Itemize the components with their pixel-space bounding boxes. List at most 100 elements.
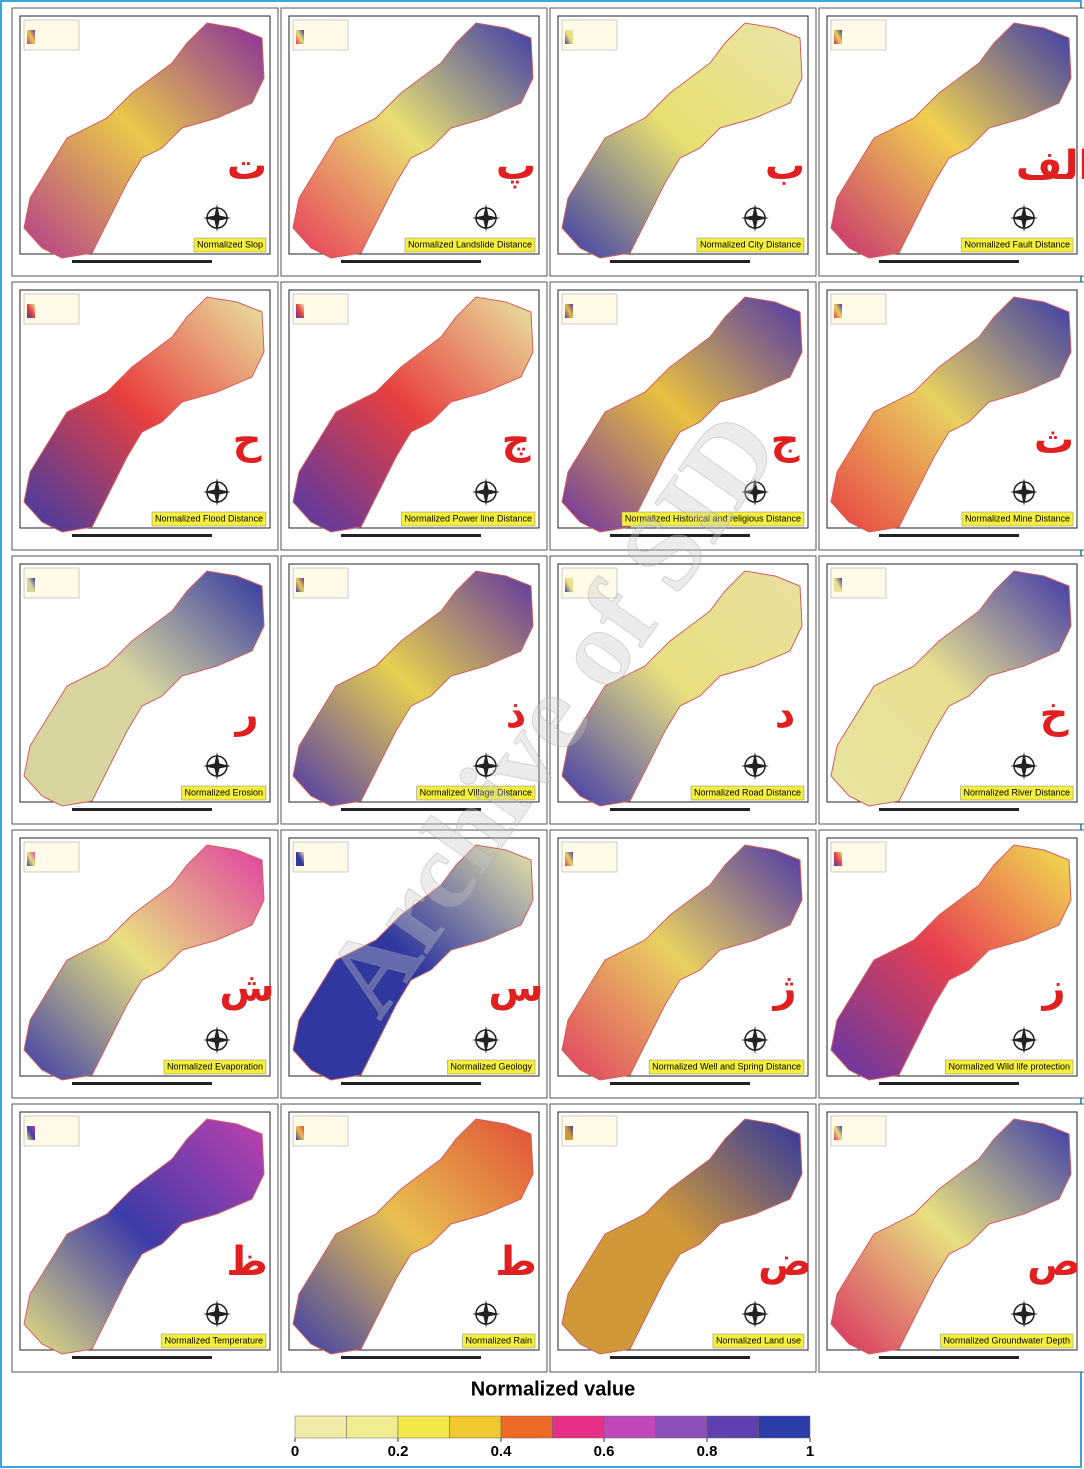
colorbar-cell bbox=[398, 1416, 450, 1438]
panel-caption: Normalized Slop bbox=[197, 239, 263, 249]
legend-ramp bbox=[27, 852, 35, 866]
page: ت Normalized Slop پ Normalized Landslide Di… bbox=[0, 0, 1084, 1469]
legend-ramp bbox=[296, 30, 304, 44]
legend-ramp bbox=[296, 1126, 304, 1140]
panel-letter: ض bbox=[758, 1239, 812, 1285]
panel-letter: ص bbox=[1027, 1239, 1081, 1285]
panel-caption: Normalized River Distance bbox=[963, 787, 1070, 797]
scale-bar bbox=[610, 260, 750, 263]
map-panel: الف Normalized Fault Distance bbox=[819, 8, 1084, 276]
panel-letter: ث bbox=[1034, 417, 1074, 463]
legend-ramp bbox=[27, 578, 35, 592]
panel-letter: پ bbox=[496, 143, 536, 189]
scale-bar bbox=[341, 1082, 481, 1085]
colorbar-tick-label: 1 bbox=[806, 1443, 814, 1460]
scale-bar bbox=[72, 260, 212, 263]
colorbar-cell bbox=[501, 1416, 553, 1438]
scale-bar bbox=[341, 534, 481, 537]
panel-caption: Normalized Land use bbox=[716, 1335, 801, 1345]
scale-bar bbox=[879, 808, 1019, 811]
panel-caption: Normalized Geology bbox=[450, 1061, 532, 1071]
panel-letter: ط bbox=[495, 1239, 537, 1285]
panel-caption: Normalized Mine Distance bbox=[965, 513, 1070, 523]
legend-ramp bbox=[27, 304, 35, 318]
legend-ramp bbox=[565, 304, 573, 318]
map-panel: ت Normalized Slop bbox=[12, 8, 278, 276]
figure: ت Normalized Slop پ Normalized Landslide Di… bbox=[0, 0, 1084, 1469]
colorbar-tick-label: 0.4 bbox=[491, 1443, 513, 1460]
panel-letter: ز bbox=[1040, 965, 1065, 1011]
legend-ramp bbox=[834, 852, 842, 866]
panel-letter: س bbox=[488, 965, 543, 1011]
scale-bar bbox=[610, 1356, 750, 1359]
legend-ramp bbox=[834, 304, 842, 318]
legend-ramp bbox=[27, 1126, 35, 1140]
legend-ramp bbox=[296, 578, 304, 592]
legend-ramp bbox=[296, 852, 304, 866]
colorbar-cell bbox=[759, 1416, 811, 1438]
panel-caption: Normalized Flood Distance bbox=[155, 513, 263, 523]
colorbar-tick-label: 0.2 bbox=[388, 1443, 409, 1460]
legend-ramp bbox=[565, 852, 573, 866]
legend-ramp bbox=[834, 1126, 842, 1140]
map-panel: پ Normalized Landslide Distance bbox=[281, 8, 547, 276]
colorbar-tick-label: 0.6 bbox=[594, 1443, 615, 1460]
panel-letter: ت bbox=[227, 143, 267, 189]
panel-caption: Normalized Power line Distance bbox=[404, 513, 532, 523]
map-panel: ظ Normalized Temperature bbox=[12, 1104, 278, 1372]
map-panel: شNormalized Evaporation bbox=[12, 830, 278, 1098]
scale-bar bbox=[610, 808, 750, 811]
map-panel: ز Normalized Wild life protection bbox=[819, 830, 1084, 1098]
map-panel: ح Normalized Flood Distance bbox=[12, 282, 278, 550]
panel-letter: ح bbox=[233, 417, 262, 463]
colorbar-cell bbox=[295, 1416, 347, 1438]
panel-letter: ظ bbox=[226, 1239, 268, 1285]
legend-ramp bbox=[834, 578, 842, 592]
panel-caption: Normalized Well and Spring Distance bbox=[652, 1061, 801, 1071]
scale-bar bbox=[72, 808, 212, 811]
scale-bar bbox=[879, 1082, 1019, 1085]
colorbar-cell bbox=[707, 1416, 759, 1438]
scale-bar bbox=[879, 1356, 1019, 1359]
panel-caption: Normalized Wild life protection bbox=[948, 1061, 1070, 1071]
scale-bar bbox=[610, 1082, 750, 1085]
scale-bar bbox=[72, 534, 212, 537]
colorbar-title: Normalized value bbox=[471, 1378, 636, 1400]
colorbar-cell bbox=[656, 1416, 708, 1438]
panel-letter: ر bbox=[233, 691, 258, 737]
panel-letter: خ bbox=[1040, 691, 1069, 737]
colorbar-cell bbox=[450, 1416, 502, 1438]
panel-caption: Normalized City Distance bbox=[700, 239, 801, 249]
scale-bar bbox=[341, 260, 481, 263]
colorbar-tick-label: 0 bbox=[291, 1443, 299, 1460]
panel-letter: ش bbox=[219, 965, 274, 1011]
panel-caption: Normalized Rain bbox=[465, 1335, 532, 1345]
panel-caption: Normalized Temperature bbox=[165, 1335, 263, 1345]
map-panel: ب Normalized City Distance bbox=[550, 8, 816, 276]
colorbar-cell bbox=[347, 1416, 399, 1438]
map-panel: خ Normalized River Distance bbox=[819, 556, 1084, 824]
panel-letter: د bbox=[775, 691, 796, 737]
colorbar-cell bbox=[604, 1416, 656, 1438]
panel-letter: ژ bbox=[771, 965, 796, 1011]
panel-letter: الف bbox=[1016, 143, 1084, 189]
legend-ramp bbox=[565, 30, 573, 44]
panel-caption: Normalized Groundwater Depth bbox=[943, 1335, 1070, 1345]
panel-caption: Normalized Road Distance bbox=[694, 787, 801, 797]
scale-bar bbox=[72, 1082, 212, 1085]
panel-letter: ب bbox=[765, 143, 805, 189]
legend-ramp bbox=[565, 1126, 573, 1140]
map-panel: ص Normalized Groundwater Depth bbox=[819, 1104, 1084, 1372]
map-panel: ژ Normalized Well and Spring Distance bbox=[550, 830, 816, 1098]
map-panel: ط Normalized Rain bbox=[281, 1104, 547, 1372]
colorbar-tick-label: 0.8 bbox=[697, 1443, 718, 1460]
map-panel: ض Normalized Land use bbox=[550, 1104, 816, 1372]
panel-caption: Normalized Landslide Distance bbox=[408, 239, 532, 249]
panel-caption: Normalized Fault Distance bbox=[964, 239, 1070, 249]
map-panel: ث Normalized Mine Distance bbox=[819, 282, 1084, 550]
scale-bar bbox=[879, 534, 1019, 537]
colorbar-cell bbox=[553, 1416, 605, 1438]
legend-ramp bbox=[296, 304, 304, 318]
